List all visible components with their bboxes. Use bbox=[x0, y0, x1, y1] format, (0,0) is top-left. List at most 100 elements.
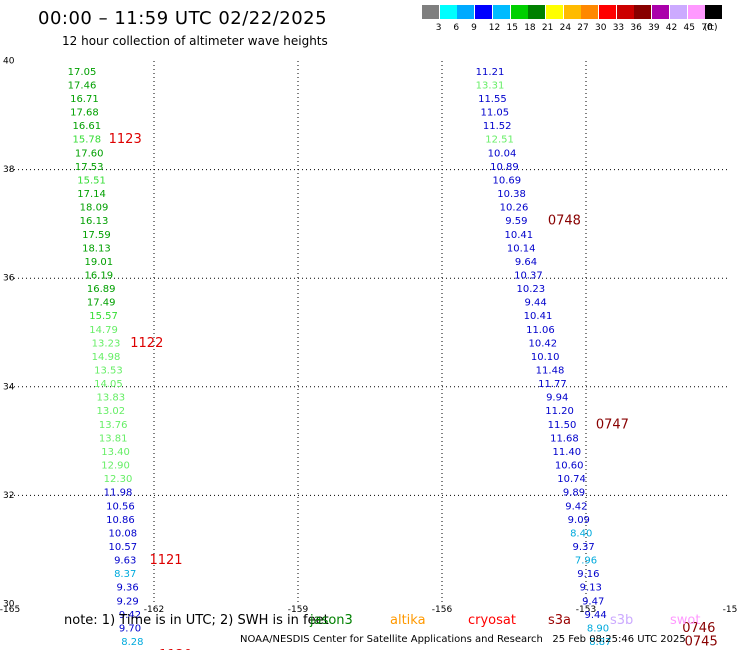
color-swatch bbox=[457, 5, 475, 19]
wave-height-value: 14.05 bbox=[94, 379, 123, 390]
wave-height-value: 11.68 bbox=[550, 433, 579, 444]
y-tick-label: 30 bbox=[3, 600, 15, 610]
wave-height-value: 10.41 bbox=[524, 311, 553, 322]
wave-height-value: 13.31 bbox=[476, 80, 505, 91]
wave-height-value: 9.59 bbox=[505, 216, 527, 227]
color-scale-label: 27 bbox=[577, 23, 589, 33]
wave-height-value: 15.57 bbox=[89, 311, 118, 322]
color-scale-label: 15 bbox=[506, 23, 518, 33]
wave-height-value: 10.38 bbox=[497, 189, 526, 200]
page-title: 00:00 – 11:59 UTC 02/22/2025 bbox=[38, 8, 328, 29]
wave-height-value: 19.01 bbox=[84, 257, 113, 268]
color-scale-label: 6 bbox=[453, 23, 460, 33]
color-swatch bbox=[475, 5, 493, 19]
wave-height-value: 17.14 bbox=[77, 189, 106, 200]
color-swatch bbox=[492, 5, 510, 19]
wave-height-value: 17.46 bbox=[68, 80, 97, 91]
wave-height-value: 9.63 bbox=[114, 556, 136, 567]
wave-height-value: 9.16 bbox=[577, 569, 599, 580]
y-tick-label: 38 bbox=[3, 165, 15, 175]
wave-height-value: 9.09 bbox=[568, 515, 590, 526]
wave-height-value: 11.20 bbox=[545, 406, 574, 417]
color-swatch bbox=[439, 5, 457, 19]
color-scale-label: 12 bbox=[488, 23, 501, 33]
wave-height-value: 10.89 bbox=[490, 162, 519, 173]
wave-height-value: 10.04 bbox=[488, 148, 517, 159]
color-swatch bbox=[581, 5, 599, 19]
wave-height-value: 16.89 bbox=[87, 284, 116, 295]
color-scale-unit: (ft) bbox=[703, 23, 718, 33]
wave-height-value: 11.21 bbox=[476, 67, 505, 78]
credit-line: NOAA/NESDIS Center for Satellite Applica… bbox=[240, 634, 686, 645]
wave-height-value: 9.94 bbox=[546, 393, 568, 404]
wave-height-value: 11.40 bbox=[552, 447, 581, 458]
wave-height-value: 9.36 bbox=[116, 583, 138, 594]
color-scale-label: 45 bbox=[683, 23, 695, 33]
color-swatch bbox=[669, 5, 687, 19]
wave-height-value: 11.77 bbox=[538, 379, 567, 390]
wave-height-value: 8.28 bbox=[121, 637, 143, 648]
pass-time-label: 1122 bbox=[130, 336, 163, 351]
wave-height-value: 16.13 bbox=[80, 216, 109, 227]
wave-height-value: 10.74 bbox=[557, 474, 586, 485]
wave-height-value: 12.90 bbox=[101, 461, 130, 472]
wave-height-value: 11.05 bbox=[480, 108, 509, 119]
x-tick-label: -165 bbox=[0, 605, 20, 615]
wave-height-value: 9.13 bbox=[580, 583, 602, 594]
wave-height-value: 17.59 bbox=[82, 230, 111, 241]
wave-height-value: 17.05 bbox=[68, 67, 97, 78]
wave-height-value: 16.71 bbox=[70, 94, 99, 105]
wave-height-value: 13.40 bbox=[101, 447, 130, 458]
satellite-legend-s3b: s3b bbox=[610, 613, 634, 628]
color-scale-label: 24 bbox=[559, 23, 572, 33]
wave-height-value: 14.79 bbox=[89, 325, 118, 336]
color-scale-label: 21 bbox=[541, 23, 554, 33]
color-swatch bbox=[510, 5, 528, 19]
wave-height-value: 10.10 bbox=[531, 352, 560, 363]
pass-time-label: 0748 bbox=[548, 214, 581, 229]
color-swatch bbox=[545, 5, 563, 19]
wave-height-value: 14.98 bbox=[92, 352, 121, 363]
color-scale-label: 36 bbox=[630, 23, 642, 33]
color-swatch bbox=[563, 5, 581, 19]
color-scale-label: 33 bbox=[612, 23, 625, 33]
y-tick-label: 34 bbox=[3, 382, 15, 392]
satellite-legend-jason3: jason3 bbox=[310, 613, 353, 628]
color-swatch bbox=[422, 5, 439, 19]
pass-time-label: 0745 bbox=[685, 635, 718, 650]
color-scale-label: 18 bbox=[524, 23, 536, 33]
wave-height-value: 10.23 bbox=[516, 284, 545, 295]
pass-time-label: 1120 bbox=[159, 648, 192, 650]
wave-height-value: 8.40 bbox=[570, 528, 592, 539]
wave-height-value: 10.69 bbox=[492, 175, 521, 186]
wave-height-value: 8.90 bbox=[587, 623, 609, 634]
wave-height-value: 9.64 bbox=[515, 257, 537, 268]
credit-text: NOAA/NESDIS Center for Satellite Applica… bbox=[240, 634, 543, 645]
wave-height-value: 12.51 bbox=[485, 135, 514, 146]
wave-height-value: 11.98 bbox=[104, 488, 133, 499]
wave-height-value: 10.60 bbox=[555, 461, 584, 472]
wave-height-value: 13.81 bbox=[99, 433, 128, 444]
page-subtitle: 12 hour collection of altimeter wave hei… bbox=[62, 34, 328, 48]
color-swatch bbox=[528, 5, 546, 19]
x-tick-label: -159 bbox=[288, 605, 309, 615]
wave-height-value: 15.78 bbox=[72, 135, 101, 146]
wave-height-value: 9.89 bbox=[563, 488, 585, 499]
color-swatch bbox=[616, 5, 634, 19]
wave-height-value: 15.51 bbox=[77, 175, 106, 186]
pass-time-label: 1121 bbox=[149, 553, 182, 568]
wave-height-value: 9.44 bbox=[524, 298, 546, 309]
x-tick-label: -156 bbox=[432, 605, 453, 615]
wave-height-value: 10.37 bbox=[514, 270, 543, 281]
color-swatch bbox=[687, 5, 705, 19]
color-scale-label: 70 bbox=[701, 23, 713, 33]
wave-height-value: 10.08 bbox=[108, 528, 137, 539]
wave-height-value: 11.06 bbox=[526, 325, 555, 336]
y-tick-label: 40 bbox=[3, 57, 15, 67]
color-swatch bbox=[705, 5, 723, 19]
wave-height-value: 13.53 bbox=[94, 366, 123, 377]
wave-height-value: 13.76 bbox=[99, 420, 128, 431]
pass-time-label: 1123 bbox=[109, 132, 142, 147]
color-swatch bbox=[634, 5, 652, 19]
